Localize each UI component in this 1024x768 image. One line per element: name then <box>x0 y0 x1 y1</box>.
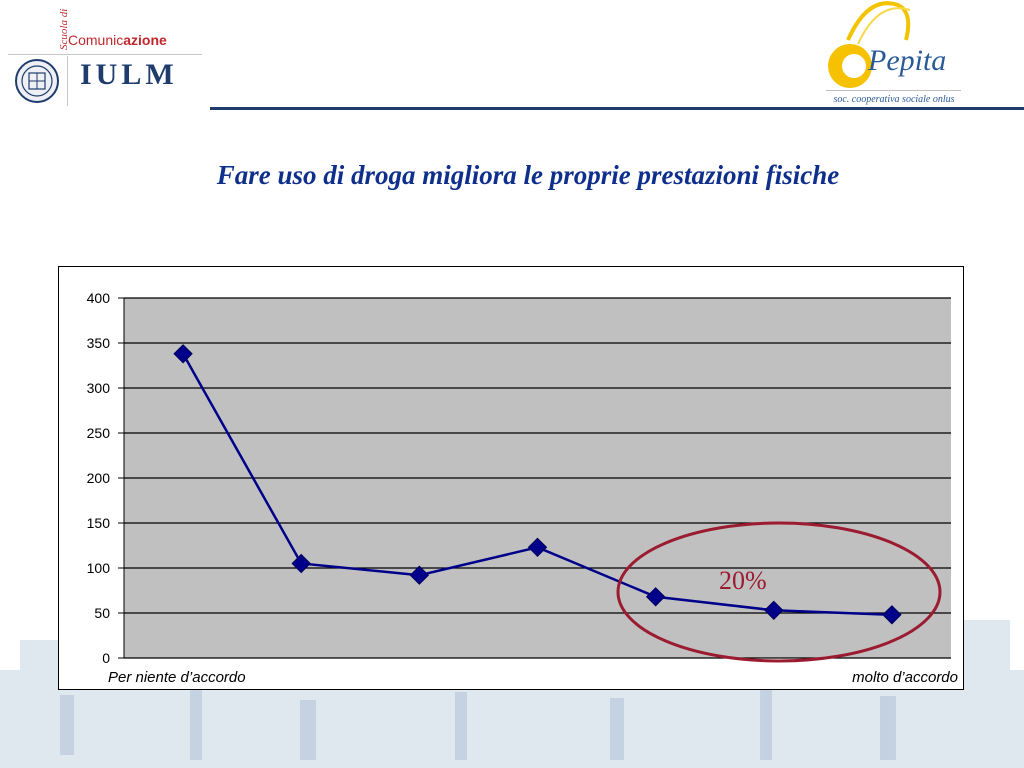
y-tick-label: 250 <box>87 425 111 441</box>
y-tick-label: 100 <box>87 560 111 576</box>
header-vertical-rule <box>67 56 68 106</box>
y-axis: 0 50 100 150 200 250 300 350 400 <box>87 290 125 666</box>
y-tick-label: 150 <box>87 515 111 531</box>
comunicazione-label: Comunicazione <box>68 32 167 48</box>
y-tick-label: 350 <box>87 335 111 351</box>
data-point-marker <box>882 605 902 625</box>
data-point-marker <box>409 565 430 585</box>
y-tick-label: 400 <box>87 290 111 306</box>
iulm-logo: Scuola di Comunicazione IULM <box>8 0 210 110</box>
y-tick-label: 200 <box>87 470 111 486</box>
data-point-marker <box>645 587 666 607</box>
x-label-first: Per niente d’accordo <box>108 669 246 686</box>
data-point-marker <box>764 600 784 621</box>
pepita-wordmark: Pepita <box>868 44 947 77</box>
pepita-swirl-icon <box>826 1 961 91</box>
comunicazione-part1: Comunic <box>68 32 124 48</box>
highlight-ellipse <box>616 521 942 663</box>
x-label-last: molto d’accordo <box>852 669 958 686</box>
data-point-marker <box>527 537 548 558</box>
y-tick-label: 50 <box>94 605 110 621</box>
header-rule <box>8 54 202 55</box>
data-point-marker <box>291 553 311 574</box>
grid-lines <box>124 297 951 659</box>
iulm-wordmark: IULM <box>80 58 178 91</box>
pepita-logo: Pepita soc. cooperativa sociale onlus <box>818 0 968 112</box>
university-seal-icon <box>15 59 59 103</box>
slide-title: Fare uso di droga migliora le proprie pr… <box>216 160 840 190</box>
y-tick-label: 0 <box>102 650 110 666</box>
data-point-marker <box>173 344 193 364</box>
data-points <box>173 344 902 625</box>
comunicazione-part2: azione <box>123 32 167 48</box>
y-tick-label: 300 <box>87 380 111 396</box>
line-chart: 0 50 100 150 200 250 300 350 400 20% Per niente … <box>87 290 958 686</box>
header-divider-line <box>210 107 1024 110</box>
pepita-tagline: soc. cooperativa sociale onlus <box>833 94 955 105</box>
highlight-annotation: 20% <box>719 566 767 595</box>
